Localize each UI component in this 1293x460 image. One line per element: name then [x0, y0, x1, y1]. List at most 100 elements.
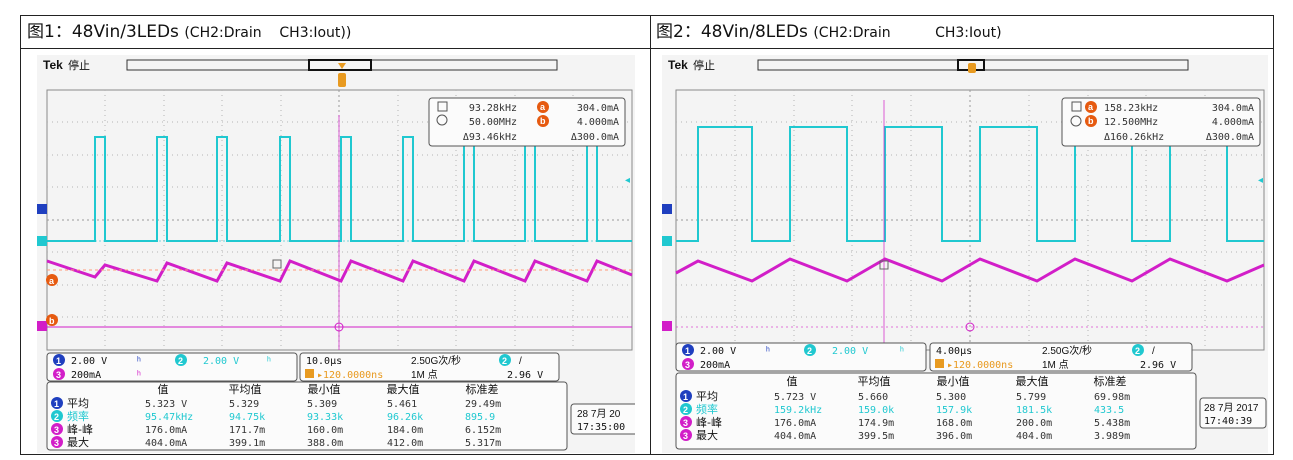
ref-a-marker-icon [46, 274, 58, 286]
svg-text:10.0μs: 10.0μs [306, 356, 342, 367]
svg-text:4.00μs: 4.00μs [936, 346, 972, 357]
svg-text:158.23kHz: 158.23kHz [1104, 103, 1158, 114]
svg-text:28 7月 20: 28 7月 20 [577, 408, 621, 420]
ch3-ground-marker-icon [662, 321, 672, 331]
svg-text:2.00 V: 2.00 V [700, 346, 736, 357]
svg-text:94.75k: 94.75k [229, 412, 265, 423]
svg-text:b: b [49, 316, 55, 326]
svg-text:2: 2 [1135, 346, 1140, 356]
ch1-ground-marker-icon [37, 204, 47, 214]
svg-text:Δ160.26kHz: Δ160.26kHz [1104, 132, 1164, 143]
ch3-ground-marker-icon [37, 321, 47, 331]
state-label: 停止 [68, 58, 90, 72]
svg-text:平均: 平均 [67, 397, 89, 410]
svg-text:3.989m: 3.989m [1094, 431, 1130, 442]
svg-text:1: 1 [56, 356, 61, 366]
svg-text:96.26k: 96.26k [387, 412, 423, 423]
svg-text:1: 1 [54, 399, 59, 409]
svg-text:157.9k: 157.9k [936, 405, 972, 416]
svg-text:17:40:39: 17:40:39 [1204, 416, 1252, 427]
svg-text:最大值: 最大值 [387, 382, 420, 396]
svg-text:2.00 V: 2.00 V [71, 356, 107, 367]
svg-text:95.47kHz: 95.47kHz [145, 412, 193, 423]
svg-text:4.000mA: 4.000mA [577, 117, 619, 128]
svg-text:2.96 V: 2.96 V [507, 370, 543, 381]
svg-text:93.33k: 93.33k [307, 412, 343, 423]
svg-text:a: a [49, 276, 55, 286]
svg-text:5.309: 5.309 [307, 399, 337, 410]
svg-text:200mA: 200mA [700, 360, 730, 371]
svg-text:Δ300.0mA: Δ300.0mA [571, 132, 619, 143]
timebase-box: 4.00μs 2.50G次/秒 2 / ▸120.0000ns 1M 点 2.9… [929, 342, 1193, 372]
svg-text:标准差: 标准差 [466, 382, 499, 396]
svg-text:388.0m: 388.0m [307, 438, 343, 449]
svg-text:399.1m: 399.1m [229, 438, 265, 449]
svg-text:Δ93.46kHz: Δ93.46kHz [463, 132, 517, 143]
channel-scale-box: 1 2.00 V ʰ 2 2.00 V ʰ 3 200mA ʰ [46, 352, 298, 382]
svg-text:5.329: 5.329 [229, 399, 259, 410]
svg-text:3: 3 [56, 370, 61, 380]
ref-b-marker-icon [46, 314, 58, 326]
svg-text:5.317m: 5.317m [465, 438, 501, 449]
svg-text:404.0mA: 404.0mA [774, 431, 816, 442]
channel-scale-box: 1 2.00 V ʰ 2 2.00 V ʰ 3 200mA [675, 342, 927, 372]
svg-text:69.98m: 69.98m [1094, 392, 1130, 403]
svg-text:3: 3 [683, 418, 688, 428]
svg-text:93.28kHz: 93.28kHz [469, 103, 517, 114]
svg-text:4.000mA: 4.000mA [1212, 117, 1254, 128]
svg-text:最大: 最大 [67, 435, 89, 449]
ch1-ground-marker-icon [662, 204, 672, 214]
svg-text:/: / [1152, 346, 1155, 357]
svg-text:168.0m: 168.0m [936, 418, 972, 429]
svg-text:5.438m: 5.438m [1094, 418, 1130, 429]
svg-text:6.152m: 6.152m [465, 425, 501, 436]
cursor-readout: 93.28kHz a 304.0mA 50.00MHz b 4.000mA Δ9… [428, 97, 626, 147]
svg-text:平均值: 平均值 [229, 383, 262, 396]
svg-text:176.0mA: 176.0mA [774, 418, 816, 429]
svg-text:最大值: 最大值 [1016, 374, 1049, 388]
svg-text:标准差: 标准差 [1094, 374, 1127, 388]
brand-label: Tek [43, 58, 63, 72]
svg-text:ʰ: ʰ [900, 346, 904, 357]
svg-text:200mA: 200mA [71, 370, 101, 381]
svg-text:平均: 平均 [696, 390, 718, 403]
brand-label: Tek [668, 58, 688, 72]
trigger-marker-icon [968, 63, 976, 73]
svg-text:最大: 最大 [696, 428, 718, 442]
svg-text:b: b [1088, 116, 1094, 126]
svg-text:2.96 V: 2.96 V [1140, 360, 1176, 371]
svg-text:304.0mA: 304.0mA [1212, 103, 1254, 114]
oscilloscope-screenshot-1: Tek 停止 a b ◂ [37, 55, 635, 453]
svg-text:ʰ: ʰ [137, 370, 141, 381]
svg-text:2: 2 [683, 405, 688, 415]
header-divider [20, 48, 1274, 49]
svg-text:峰-峰: 峰-峰 [67, 423, 93, 436]
svg-text:5.723 V: 5.723 V [774, 392, 816, 403]
svg-text:◂: ◂ [1258, 175, 1263, 186]
datetime-box: 28 7月 2017 17:40:39 [1199, 397, 1267, 429]
datetime-box: 28 7月 20 17:35:00 [570, 403, 635, 435]
svg-text:17:35:00: 17:35:00 [577, 422, 625, 433]
svg-text:396.0m: 396.0m [936, 431, 972, 442]
svg-text:399.5m: 399.5m [858, 431, 894, 442]
svg-text:▸120.0000ns: ▸120.0000ns [317, 370, 383, 381]
svg-text:1M 点: 1M 点 [411, 369, 438, 381]
svg-text:2: 2 [807, 346, 812, 356]
ch2-drain-waveform [676, 126, 1264, 242]
svg-text:159.0k: 159.0k [858, 405, 894, 416]
svg-text:ʰ: ʰ [267, 356, 271, 367]
svg-text:1: 1 [685, 346, 690, 356]
svg-text:184.0m: 184.0m [387, 425, 423, 436]
svg-text:频率: 频率 [696, 402, 718, 416]
svg-text:3: 3 [683, 431, 688, 441]
svg-text:2.50G次/秒: 2.50G次/秒 [1042, 344, 1092, 357]
svg-text:28 7月 2017: 28 7月 2017 [1204, 402, 1259, 414]
svg-text:峰-峰: 峰-峰 [696, 416, 722, 429]
svg-text:12.500MHz: 12.500MHz [1104, 117, 1158, 128]
svg-text:160.0m: 160.0m [307, 425, 343, 436]
svg-text:404.0mA: 404.0mA [145, 438, 187, 449]
svg-text:5.323 V: 5.323 V [145, 399, 187, 410]
svg-text:▸120.0000ns: ▸120.0000ns [947, 360, 1013, 371]
caption-figure-1: 图1：48Vin/3LEDs (CH2:Drain CH3:Iout)) [27, 22, 352, 42]
svg-text:2.00 V: 2.00 V [203, 356, 239, 367]
